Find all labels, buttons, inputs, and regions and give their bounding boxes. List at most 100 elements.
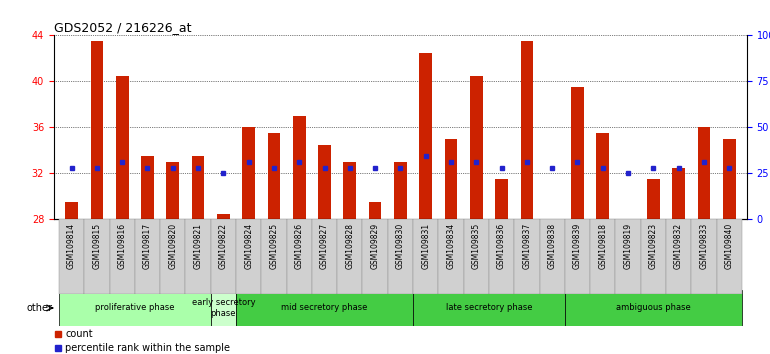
Text: GSM109824: GSM109824	[244, 219, 253, 266]
Text: GSM109828: GSM109828	[345, 219, 354, 266]
Bar	[394, 162, 407, 219]
FancyBboxPatch shape	[540, 219, 565, 294]
FancyBboxPatch shape	[59, 290, 211, 326]
FancyBboxPatch shape	[717, 219, 742, 294]
FancyBboxPatch shape	[641, 219, 666, 294]
Bar	[521, 41, 533, 219]
Text: GSM109827: GSM109827	[320, 223, 329, 269]
Text: GSM109840: GSM109840	[725, 223, 734, 269]
FancyBboxPatch shape	[312, 219, 337, 294]
FancyBboxPatch shape	[211, 290, 236, 326]
Bar	[597, 133, 609, 219]
Bar	[444, 139, 457, 219]
FancyBboxPatch shape	[464, 219, 489, 294]
FancyBboxPatch shape	[363, 219, 388, 294]
Text: GSM109820: GSM109820	[169, 223, 177, 269]
Text: late secretory phase: late secretory phase	[446, 303, 532, 313]
Text: GSM109823: GSM109823	[649, 223, 658, 269]
Text: GSM109821: GSM109821	[193, 223, 203, 269]
Bar	[343, 162, 357, 219]
Text: GSM109817: GSM109817	[143, 219, 152, 266]
Bar	[672, 168, 685, 219]
FancyBboxPatch shape	[186, 219, 211, 294]
Text: GSM109819: GSM109819	[624, 223, 632, 269]
Text: GSM109835: GSM109835	[472, 219, 480, 266]
Text: percentile rank within the sample: percentile rank within the sample	[65, 343, 230, 353]
Text: GSM109817: GSM109817	[143, 223, 152, 269]
Bar	[420, 53, 432, 219]
Text: GSM109831: GSM109831	[421, 223, 430, 269]
Bar	[698, 127, 710, 219]
Bar	[91, 41, 103, 219]
Text: GSM109829: GSM109829	[370, 219, 380, 266]
FancyBboxPatch shape	[666, 219, 691, 294]
Text: GSM109819: GSM109819	[624, 219, 632, 266]
Text: GSM109827: GSM109827	[320, 219, 329, 266]
Bar	[192, 156, 204, 219]
Text: GSM109814: GSM109814	[67, 223, 76, 269]
Text: other: other	[27, 303, 52, 313]
Text: GSM109829: GSM109829	[370, 223, 380, 269]
Text: GSM109837: GSM109837	[522, 219, 531, 266]
FancyBboxPatch shape	[261, 219, 286, 294]
Text: mid secretory phase: mid secretory phase	[281, 303, 368, 313]
Text: GSM109818: GSM109818	[598, 223, 608, 269]
FancyBboxPatch shape	[388, 219, 413, 294]
FancyBboxPatch shape	[160, 219, 186, 294]
Bar	[470, 76, 483, 219]
Text: GSM109816: GSM109816	[118, 223, 127, 269]
Bar	[369, 202, 381, 219]
Text: GSM109822: GSM109822	[219, 223, 228, 269]
Text: GSM109823: GSM109823	[649, 219, 658, 266]
Text: GSM109838: GSM109838	[547, 223, 557, 269]
Bar	[723, 139, 735, 219]
Text: GSM109839: GSM109839	[573, 219, 582, 266]
Bar	[243, 127, 255, 219]
Text: GSM109818: GSM109818	[598, 219, 608, 266]
Text: GSM109830: GSM109830	[396, 223, 405, 269]
Text: GSM109825: GSM109825	[270, 219, 279, 266]
Text: GSM109826: GSM109826	[295, 223, 303, 269]
FancyBboxPatch shape	[691, 219, 717, 294]
Text: GSM109830: GSM109830	[396, 219, 405, 266]
FancyBboxPatch shape	[489, 219, 514, 294]
FancyBboxPatch shape	[514, 219, 540, 294]
FancyBboxPatch shape	[438, 219, 464, 294]
Text: GSM109834: GSM109834	[447, 219, 456, 266]
Bar	[647, 179, 660, 219]
Text: GSM109836: GSM109836	[497, 223, 506, 269]
FancyBboxPatch shape	[413, 219, 438, 294]
FancyBboxPatch shape	[590, 219, 615, 294]
Text: GSM109815: GSM109815	[92, 219, 102, 266]
Text: GSM109837: GSM109837	[522, 223, 531, 269]
Text: GSM109833: GSM109833	[699, 223, 708, 269]
FancyBboxPatch shape	[236, 290, 413, 326]
FancyBboxPatch shape	[109, 219, 135, 294]
FancyBboxPatch shape	[59, 219, 84, 294]
Text: GSM109821: GSM109821	[193, 219, 203, 266]
Text: proliferative phase: proliferative phase	[95, 303, 175, 313]
Text: GSM109835: GSM109835	[472, 223, 480, 269]
Text: GSM109828: GSM109828	[345, 223, 354, 269]
Text: GSM109832: GSM109832	[674, 219, 683, 266]
Text: GSM109814: GSM109814	[67, 219, 76, 266]
Text: GSM109839: GSM109839	[573, 223, 582, 269]
FancyBboxPatch shape	[211, 219, 236, 294]
Text: GSM109840: GSM109840	[725, 219, 734, 266]
FancyBboxPatch shape	[413, 290, 565, 326]
Bar	[293, 116, 306, 219]
Bar	[318, 145, 331, 219]
FancyBboxPatch shape	[84, 219, 109, 294]
Text: GSM109832: GSM109832	[674, 223, 683, 269]
Text: GSM109820: GSM109820	[169, 219, 177, 266]
Bar	[65, 202, 78, 219]
FancyBboxPatch shape	[565, 219, 590, 294]
Text: ambiguous phase: ambiguous phase	[616, 303, 691, 313]
Text: count: count	[65, 329, 93, 339]
Bar	[166, 162, 179, 219]
Text: GSM109816: GSM109816	[118, 219, 127, 266]
FancyBboxPatch shape	[135, 219, 160, 294]
Bar	[116, 76, 129, 219]
Text: GSM109836: GSM109836	[497, 219, 506, 266]
Bar	[571, 87, 584, 219]
